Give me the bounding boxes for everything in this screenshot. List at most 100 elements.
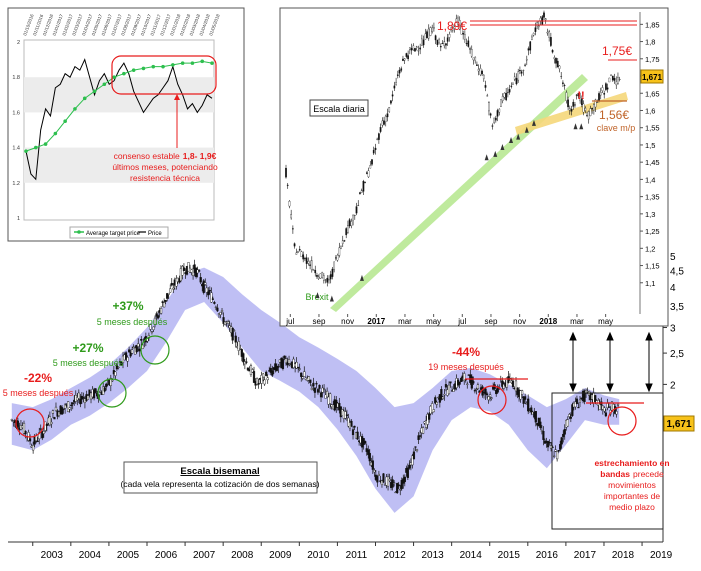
daily-candle-body [512,82,514,85]
daily-candle-body [496,110,499,117]
daily-candle-body [448,34,451,38]
daily-marker [573,123,578,130]
daily-candle-body [288,201,291,207]
candle-body [490,397,493,399]
x-tick-label: 2004 [79,550,102,561]
daily-candle-body [295,252,298,255]
consensus-target-point [131,68,136,72]
daily-candle-body [333,261,336,271]
candle-body [51,410,55,414]
consensus-y-tick-label: 1.6 [12,110,20,116]
candle-body [315,383,318,385]
candle-body [397,484,400,487]
consensus-target-point [102,82,107,87]
daily-candle-body [305,257,308,264]
daily-candle-body [500,99,502,107]
daily-x-tick-label: sep [485,317,498,326]
daily-candle-body [611,75,614,81]
candle-body [263,379,266,385]
daily-y-tick-label: 1,75 [645,55,660,64]
candle-body [199,277,202,283]
daily-candle-body [498,108,501,113]
daily-y-tick-label: 1,3 [645,210,655,219]
daily-candle-body [596,101,599,103]
candle-body [54,406,58,411]
daily-candle-body [300,251,303,258]
daily-candle-body [340,245,342,249]
daily-marker [531,119,536,126]
x-tick-label: 2009 [269,550,292,561]
daily-candle-body [378,133,380,140]
candle-body [265,371,268,376]
candle-body [120,361,123,365]
daily-x-tick-label: 2018 [539,317,557,326]
candle-body [414,446,417,448]
daily-candle-body [565,92,568,101]
daily-candle-body [433,27,435,29]
daily-candle-body [443,41,446,46]
daily-candle-body [484,85,487,88]
candle-body [132,346,135,349]
candle-body [594,395,597,403]
daily-candle-body [310,260,313,270]
consensus-target-point [73,107,77,111]
x-tick-label: 2010 [307,550,330,561]
candle-body [152,326,155,330]
daily-price-badge [640,69,664,84]
candle-body [239,348,242,350]
daily-candle-body [436,40,439,45]
candle-body [373,470,376,473]
daily-candle-body [285,167,287,178]
candle-body [441,396,444,399]
candle-body [149,324,152,330]
candle-body [246,367,250,371]
candle-body [463,373,466,382]
y-tick-label: 4 [670,283,676,294]
daily-candle-body [556,60,559,68]
daily-candle-body [429,27,432,36]
daily-candle-body [507,92,509,94]
daily-candle-body [384,115,387,123]
band-note-4: movimientos [608,480,656,490]
candle-body [300,372,303,377]
candle-body [458,381,461,385]
annotation-a4-pct: -44% [452,345,480,359]
daily-y-tick-label: 1,15 [645,262,660,271]
daily-candle-body [438,39,440,43]
candle-body [350,420,353,427]
candle-body [577,406,580,409]
candle-body [530,407,533,413]
candle-body [542,431,545,440]
daily-y-tick-label: 1,85 [645,20,660,29]
daily-marker [493,150,498,157]
candle-body [452,388,455,392]
daily-candle-body [338,247,341,256]
candle-body [198,270,201,272]
daily-candle-body [615,81,618,86]
daily-candle-body [343,240,346,242]
candle-body [534,411,537,423]
candle-body [251,369,254,373]
candle-body [388,478,391,481]
candle-body [298,368,301,370]
candle-body [312,382,315,387]
candle-body [568,414,571,417]
daily-candle-body [341,240,344,244]
daily-candle-body [391,94,394,97]
consensus-target-point [151,64,156,69]
candle-body [356,431,359,440]
daily-candle-body [580,98,583,106]
daily-candle-body [524,64,526,66]
daily-candle-body [534,27,537,32]
daily-candle-body [353,214,356,216]
candle-body [435,402,438,405]
candle-body [35,435,38,441]
daily-candle-body [568,108,571,111]
daily-candle-body [390,100,392,104]
daily-candle-body [298,249,301,251]
daily-candle-body [398,69,401,74]
consensus-y-tick-label: 1.2 [12,181,20,187]
daily-candle-body [586,115,588,117]
consensus-arrow-head [174,94,180,100]
daily-candle-body [618,78,621,80]
